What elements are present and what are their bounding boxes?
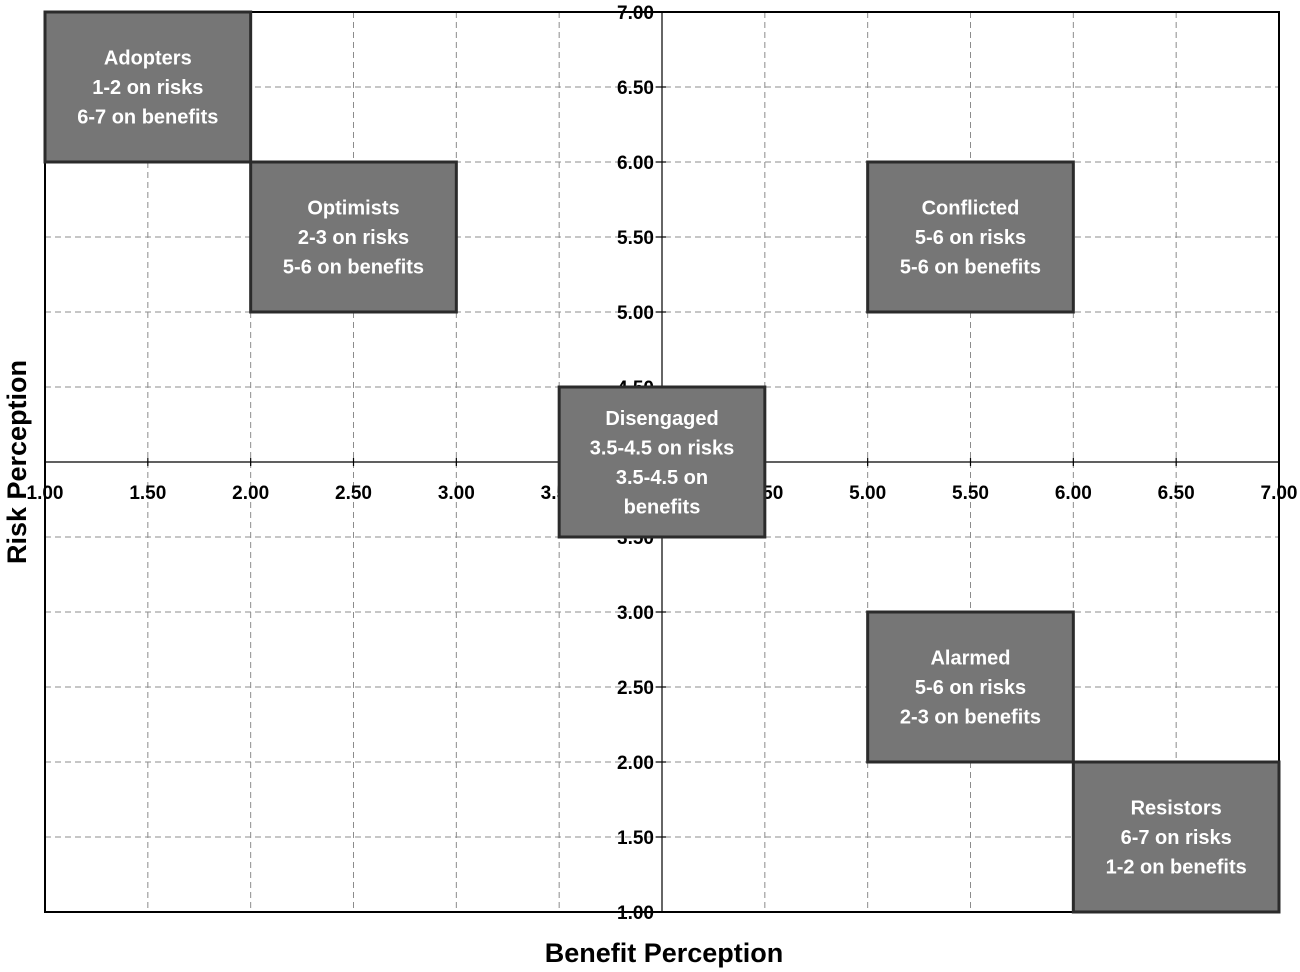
segment-label-line: 2-3 on benefits xyxy=(900,707,1041,729)
segment-label-line: 1-2 on benefits xyxy=(1106,857,1247,879)
x-tick-label: 6.00 xyxy=(1055,483,1092,504)
x-tick-label: 7.00 xyxy=(1261,483,1298,504)
y-axis-title: Risk Perception xyxy=(2,360,32,564)
y-tick-label: 1.50 xyxy=(617,828,654,849)
segment-label-line: 5-6 on risks xyxy=(915,227,1026,249)
segment-box xyxy=(866,160,1075,314)
segment-label-line: 5-6 on risks xyxy=(915,677,1026,699)
x-tick-label: 5.50 xyxy=(952,483,989,504)
segment-label-line: 6-7 on benefits xyxy=(77,107,218,129)
segment-label-line: 3.5-4.5 on risks xyxy=(590,437,735,459)
segment-label-line: Adopters xyxy=(104,48,192,70)
x-tick-label: 3.00 xyxy=(438,483,475,504)
y-tick-label: 3.00 xyxy=(617,603,654,624)
segment-label-line: 2-3 on risks xyxy=(298,227,409,249)
segment-box-group: Disengaged 3.5-4.5 on risks 3.5-4.5 on bene… xyxy=(557,385,767,539)
x-tick-label: 1.50 xyxy=(129,483,166,504)
segment-label-line: 3.5-4.5 on xyxy=(616,467,708,489)
segment-label-line: 5-6 on benefits xyxy=(283,257,424,279)
x-tick-label: 1.00 xyxy=(27,483,64,504)
segment-box xyxy=(866,610,1075,764)
x-tick-label: 2.50 xyxy=(335,483,372,504)
y-tick-label: 1.00 xyxy=(617,903,654,924)
segment-label-line: Disengaged xyxy=(605,408,718,430)
segment-label-line: 1-2 on risks xyxy=(92,77,203,99)
y-tick-label: 2.00 xyxy=(617,753,654,774)
y-tick-label: 5.00 xyxy=(617,303,654,324)
x-tick-label: 2.00 xyxy=(232,483,269,504)
segment-label-line: Alarmed xyxy=(930,648,1010,670)
segment-label-line: 5-6 on benefits xyxy=(900,257,1041,279)
segment-label-line: 6-7 on risks xyxy=(1121,827,1232,849)
segment-label-line: Conflicted xyxy=(922,198,1020,220)
y-tick-label: 2.50 xyxy=(617,678,654,699)
segment-box xyxy=(557,385,767,539)
x-axis-title: Benefit Perception xyxy=(545,938,784,968)
segment-label-line: Optimists xyxy=(307,198,399,220)
segment-box-group: Resistors 6-7 on risks 1-2 on benefits xyxy=(1071,760,1281,914)
segment-box-group: Adopters 1-2 on risks 6-7 on benefits xyxy=(43,10,253,164)
segments: Adopters 1-2 on risks 6-7 on benefits Optim… xyxy=(43,10,1281,914)
segment-box xyxy=(249,160,458,314)
y-tick-label: 6.00 xyxy=(617,153,654,174)
y-tick-label: 5.50 xyxy=(617,228,654,249)
segment-box xyxy=(43,10,253,164)
segment-label-line: benefits xyxy=(624,496,701,518)
x-tick-label: 5.00 xyxy=(849,483,886,504)
y-tick-label: 6.50 xyxy=(617,78,654,99)
y-tick-label: 7.00 xyxy=(617,3,654,24)
segment-box-group: Conflicted 5-6 on risks 5-6 on benefits xyxy=(866,160,1075,314)
segment-box-group: Optimists 2-3 on risks 5-6 on benefits xyxy=(249,160,458,314)
segment-label-line: Resistors xyxy=(1131,798,1222,820)
x-tick-label: 6.50 xyxy=(1158,483,1195,504)
segment-box-group: Alarmed 5-6 on risks 2-3 on benefits xyxy=(866,610,1075,764)
segment-box xyxy=(1071,760,1281,914)
